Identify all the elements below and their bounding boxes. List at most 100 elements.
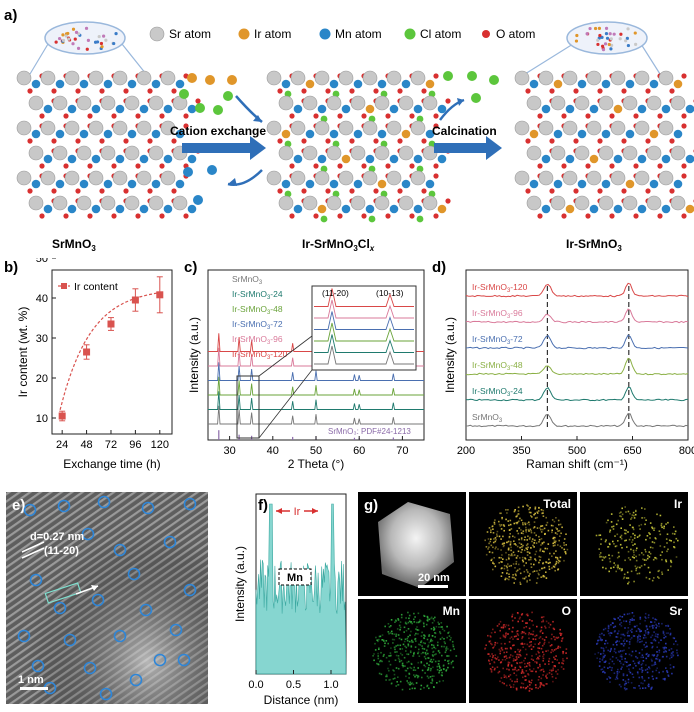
eds-pixel <box>528 559 530 561</box>
cl-atom-icon <box>443 71 453 81</box>
eds-pixel <box>556 528 558 530</box>
eds-pixel <box>538 573 540 576</box>
eds-pixel <box>530 556 532 559</box>
eds-pixel <box>607 667 609 669</box>
mn-atom <box>187 154 197 164</box>
eds-pixel <box>510 528 513 530</box>
ir-srmno3-clx-label: Ir-SrMnO3Clx <box>302 237 375 253</box>
o-atom <box>183 123 189 129</box>
eds-pixel <box>428 618 431 621</box>
eds-pixel <box>411 682 414 684</box>
eds-pixel <box>553 656 555 659</box>
eds-pixel <box>526 579 528 582</box>
eds-pixel <box>602 671 604 673</box>
sr-atom <box>550 145 566 161</box>
eds-pixel <box>659 554 662 556</box>
eds-pixel <box>496 625 499 627</box>
eds-pixel <box>647 566 650 569</box>
eds-pixel <box>562 652 564 655</box>
panel-f-chart: f) 0.0 0.5 1.0 Ir Mn Distance (nm) Intensi… <box>233 493 347 707</box>
eds-pixel <box>379 635 382 638</box>
eds-pixel <box>641 677 644 680</box>
eds-pixel <box>391 638 394 641</box>
panel-b-label: b) <box>4 259 18 276</box>
eds-pixel <box>427 667 430 669</box>
bubble-atom <box>626 43 630 48</box>
eds-pixel <box>430 682 432 684</box>
sr-atom <box>634 170 650 186</box>
eds-pixel <box>403 626 406 629</box>
eds-pixel <box>543 684 545 687</box>
eds-pixel <box>616 671 619 673</box>
mn-atom <box>577 179 587 189</box>
eds-pixel <box>515 656 518 658</box>
sr-atom <box>338 70 354 86</box>
lattice-ir-srmno3 <box>514 70 694 219</box>
eds-pixel <box>521 661 523 664</box>
sr-atom <box>538 170 554 186</box>
eds-pixel <box>512 644 514 647</box>
sr-atom <box>574 195 590 211</box>
eds-pixel <box>522 522 524 524</box>
eds-pixel <box>559 523 562 526</box>
eds-pixel <box>508 565 511 567</box>
bubble-atom <box>67 37 71 41</box>
bubble-atom <box>603 42 608 46</box>
eds-pixel <box>665 647 667 649</box>
eds-pixel <box>621 507 623 510</box>
sr-atom <box>112 70 128 86</box>
panel-c-xlabel: 2 Theta (°) <box>288 457 345 471</box>
eds-pixel <box>629 524 631 526</box>
eds-pixel <box>513 644 515 646</box>
eds-pixel <box>509 647 512 649</box>
eds-pixel <box>557 568 560 570</box>
eds-pixel <box>487 538 490 540</box>
eds-pixel <box>514 573 517 575</box>
mn-atom <box>43 154 53 164</box>
bubble-atom <box>609 37 613 41</box>
mn-atom <box>317 154 327 164</box>
eds-pixel <box>623 684 626 686</box>
eds-pixel <box>677 539 679 542</box>
mn-atom <box>637 154 647 164</box>
eds-pixel <box>420 641 422 644</box>
eds-pixel <box>650 688 652 690</box>
eds-pixel <box>528 690 531 692</box>
o-atom <box>135 163 141 169</box>
eds-pixel <box>490 642 492 645</box>
eds-pixel <box>400 613 403 616</box>
sr-atom <box>326 95 342 111</box>
eds-pixel <box>453 648 455 650</box>
o-atom <box>349 88 355 94</box>
o-atom <box>337 163 343 169</box>
eds-pixel <box>564 551 566 553</box>
eds-pixel <box>516 633 519 635</box>
eds-pixel <box>510 554 512 557</box>
eds-pixel <box>525 569 528 571</box>
eds-pixel <box>548 663 550 665</box>
eds-pixel <box>514 659 517 661</box>
eds-pixel <box>521 546 523 548</box>
mn-atom <box>685 154 694 164</box>
eds-pixel <box>523 643 526 645</box>
eds-pixel <box>412 655 415 657</box>
eds-pixel <box>431 682 433 684</box>
eds-pixel <box>539 641 541 644</box>
eds-pixel <box>541 512 543 515</box>
eds-pixel <box>402 665 405 667</box>
sr-atom <box>350 145 366 161</box>
eds-pixel <box>659 533 662 536</box>
eds-pixel <box>536 658 538 660</box>
eds-pixel <box>609 529 612 532</box>
eds-pixel <box>528 619 531 621</box>
eds-pixel <box>494 657 496 659</box>
eds-pixel <box>500 677 503 679</box>
eds-pixel <box>529 579 531 581</box>
eds-pixel <box>534 506 537 509</box>
eds-pixel <box>607 630 609 632</box>
eds-pixel <box>644 687 647 689</box>
eds-pixel <box>425 649 428 652</box>
mn-atom <box>341 104 351 114</box>
eds-pixel <box>545 674 547 677</box>
eds-pixel <box>531 516 533 518</box>
